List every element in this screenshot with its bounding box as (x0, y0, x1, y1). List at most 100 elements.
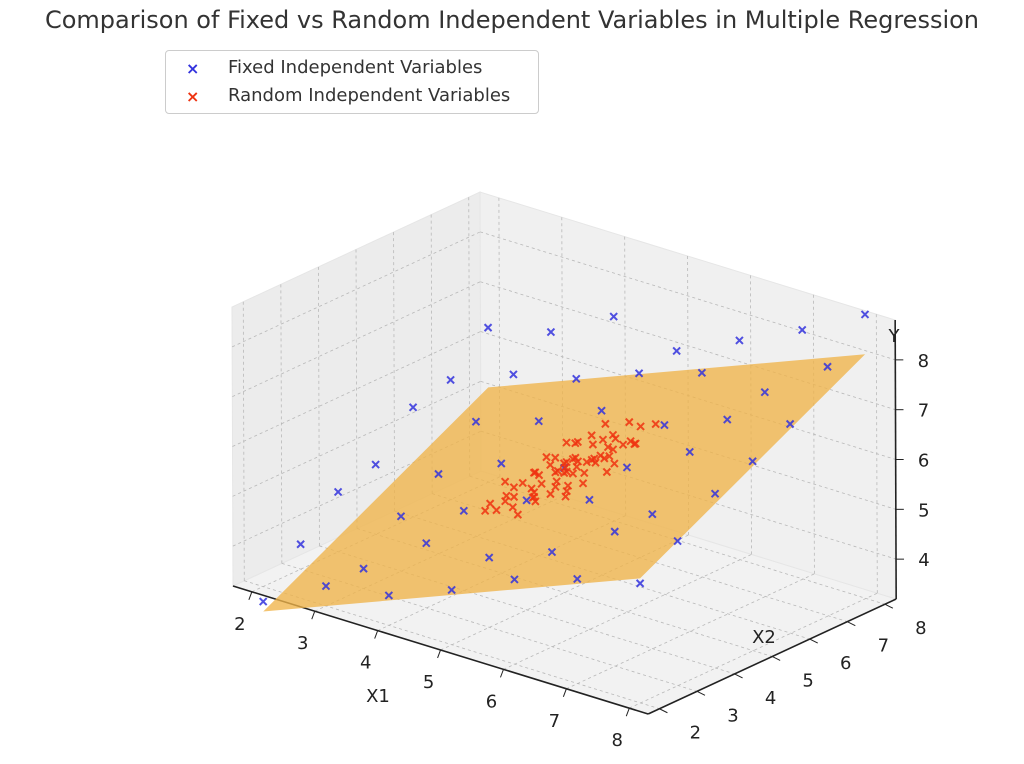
random-point (651, 419, 660, 429)
x2-tick-mark (696, 690, 706, 696)
x1-tick-label: 8 (612, 730, 623, 751)
fixed-point (748, 457, 757, 466)
x2-axis-label: X2 (752, 627, 776, 648)
fixed-point (785, 419, 795, 429)
random-point (610, 459, 619, 468)
random-point (562, 438, 571, 447)
fixed-point (710, 489, 720, 498)
fixed-point (396, 512, 406, 521)
x2-tick-label: 5 (802, 670, 813, 691)
legend-label-fixed: Fixed Independent Variables (228, 57, 483, 78)
fixed-point (321, 581, 331, 591)
fixed-point (760, 387, 770, 397)
fixed-point (522, 496, 531, 505)
fixed-point (597, 406, 606, 415)
x1-tick-mark (311, 611, 316, 620)
y-tick-label: 6 (918, 451, 929, 472)
grid-line (355, 249, 358, 529)
random-point (600, 454, 609, 463)
random-point (611, 434, 620, 443)
legend-item-fixed: × Fixed Independent Variables (166, 57, 538, 83)
random-point (546, 489, 555, 499)
fixed-point (497, 459, 506, 468)
grid-line (280, 284, 283, 564)
fixed-point (258, 597, 268, 606)
fixed-point (572, 374, 581, 384)
plot-area (258, 310, 870, 612)
x1-tick-label: 2 (234, 614, 245, 635)
random-point (602, 467, 612, 477)
fixed-point (483, 323, 493, 332)
random-point (513, 510, 523, 519)
y-tick-label: 8 (918, 351, 929, 372)
y-tick-label: 5 (918, 500, 929, 521)
random-point (485, 499, 495, 508)
chart-legend: × Fixed Independent Variables × Random I… (165, 50, 539, 114)
fixed-point (823, 362, 832, 371)
random-point (618, 440, 628, 449)
fixed-point (509, 370, 518, 379)
x1-tick-label: 4 (360, 653, 371, 674)
fixed-point (648, 509, 657, 519)
x1-tick-label: 7 (549, 711, 560, 732)
y-tick-label: 7 (918, 401, 929, 422)
fixed-point (798, 325, 807, 335)
random-point (529, 488, 539, 497)
x1-tick-label: 5 (423, 672, 434, 693)
random-point (605, 451, 614, 461)
x1-tick-mark (562, 688, 567, 697)
fixed-point (422, 538, 431, 548)
chart-title: Comparison of Fixed vs Random Independen… (44, 6, 980, 34)
random-point (553, 466, 563, 476)
x2-tick-label: 2 (690, 723, 701, 744)
axis-labels: X1 X2 Y (366, 326, 900, 707)
random-point (608, 445, 618, 454)
tick-labels: 2 3 4 5 6 7 8 2 3 4 5 6 7 8 4 5 6 7 8 (234, 351, 930, 751)
legend-label-random: Random Independent Variables (228, 85, 511, 106)
x2-tick-label: 6 (840, 653, 851, 674)
x2-tick-label: 8 (915, 618, 926, 639)
x2-tick-label: 7 (878, 636, 889, 657)
random-point (630, 439, 639, 449)
random-point (509, 483, 519, 492)
random-point (552, 477, 561, 486)
random-point (625, 417, 634, 427)
y-axis-label: Y (888, 326, 901, 347)
fixed-point (673, 536, 682, 546)
x1-axis-label: X1 (366, 686, 390, 707)
fixed-point (534, 416, 543, 426)
fixed-point (723, 415, 732, 424)
random-point (582, 457, 591, 467)
x2-tick-mark (884, 603, 894, 609)
random-point (587, 431, 596, 440)
random-point (534, 470, 544, 480)
grid-line (480, 231, 896, 361)
x1-tick-mark (500, 669, 504, 678)
fixed-point (408, 403, 418, 412)
x2-tick-mark (734, 673, 743, 679)
x2-tick-mark (771, 656, 781, 661)
random-point (492, 505, 501, 515)
x2-tick-mark (659, 708, 668, 714)
fixed-point (609, 312, 618, 321)
fixed-point (635, 579, 645, 588)
fixed-point (547, 547, 557, 557)
random-point (578, 479, 588, 488)
random-point (580, 468, 589, 478)
random-point (563, 481, 573, 490)
fixed-point (447, 585, 456, 595)
x1-tick-mark (248, 591, 253, 600)
random-point (551, 453, 560, 462)
fixed-point (359, 564, 368, 573)
random-point (572, 462, 581, 472)
grid-line (393, 232, 395, 512)
x2-tick-mark (847, 621, 856, 627)
random-point (571, 453, 580, 462)
fixed-point (384, 591, 394, 600)
x1-tick-mark (374, 630, 379, 639)
fixed-point (296, 540, 305, 549)
fixed-marker-icon: × (186, 59, 200, 78)
fixed-point (585, 495, 594, 504)
random-point (518, 478, 527, 488)
random-point (562, 457, 571, 467)
